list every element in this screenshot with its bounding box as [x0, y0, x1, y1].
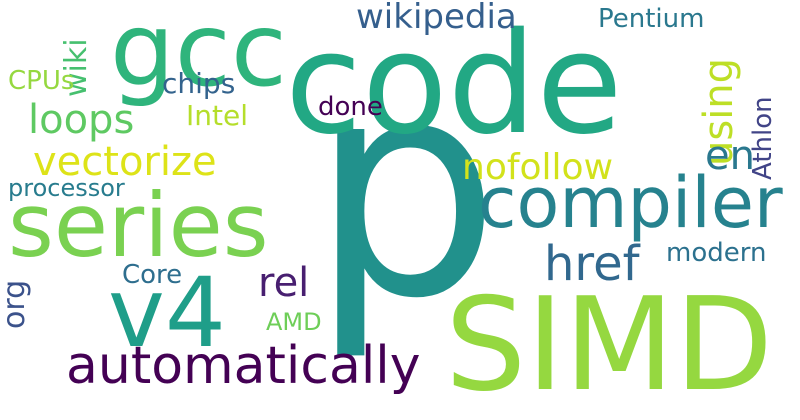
word-core: Core: [122, 260, 183, 290]
word-amd: AMD: [266, 308, 322, 336]
word-automatically: automatically: [66, 336, 421, 396]
word-athlon: Athlon: [748, 96, 778, 180]
word-org: org: [0, 279, 32, 329]
word-processor: processor: [8, 174, 125, 202]
word-wikipedia: wikipedia: [356, 0, 517, 37]
word-href: href: [544, 236, 640, 292]
word-done: done: [318, 92, 383, 122]
word-pentium: Pentium: [598, 4, 705, 34]
word-intel: Intel: [186, 99, 248, 132]
word-code: code: [285, 3, 623, 166]
word-series: series: [8, 174, 269, 277]
word-chips: chips: [162, 67, 236, 100]
word-nofollow: nofollow: [462, 147, 614, 188]
word-p: p: [310, 15, 501, 364]
word-cpus: CPUs: [8, 66, 75, 96]
word-modern: modern: [666, 238, 767, 268]
word-gcc: gcc: [110, 0, 287, 110]
word-v4: v4: [108, 257, 226, 369]
word-en: en: [705, 133, 755, 179]
word-compiler: compiler: [478, 162, 783, 244]
word-cloud: p code SIMD gcc series v4 compiler autom…: [0, 0, 783, 410]
word-rel: rel: [258, 260, 310, 306]
word-simd: SIMD: [445, 271, 773, 420]
word-vectorize: vectorize: [33, 139, 217, 185]
word-loops: loops: [28, 97, 135, 143]
